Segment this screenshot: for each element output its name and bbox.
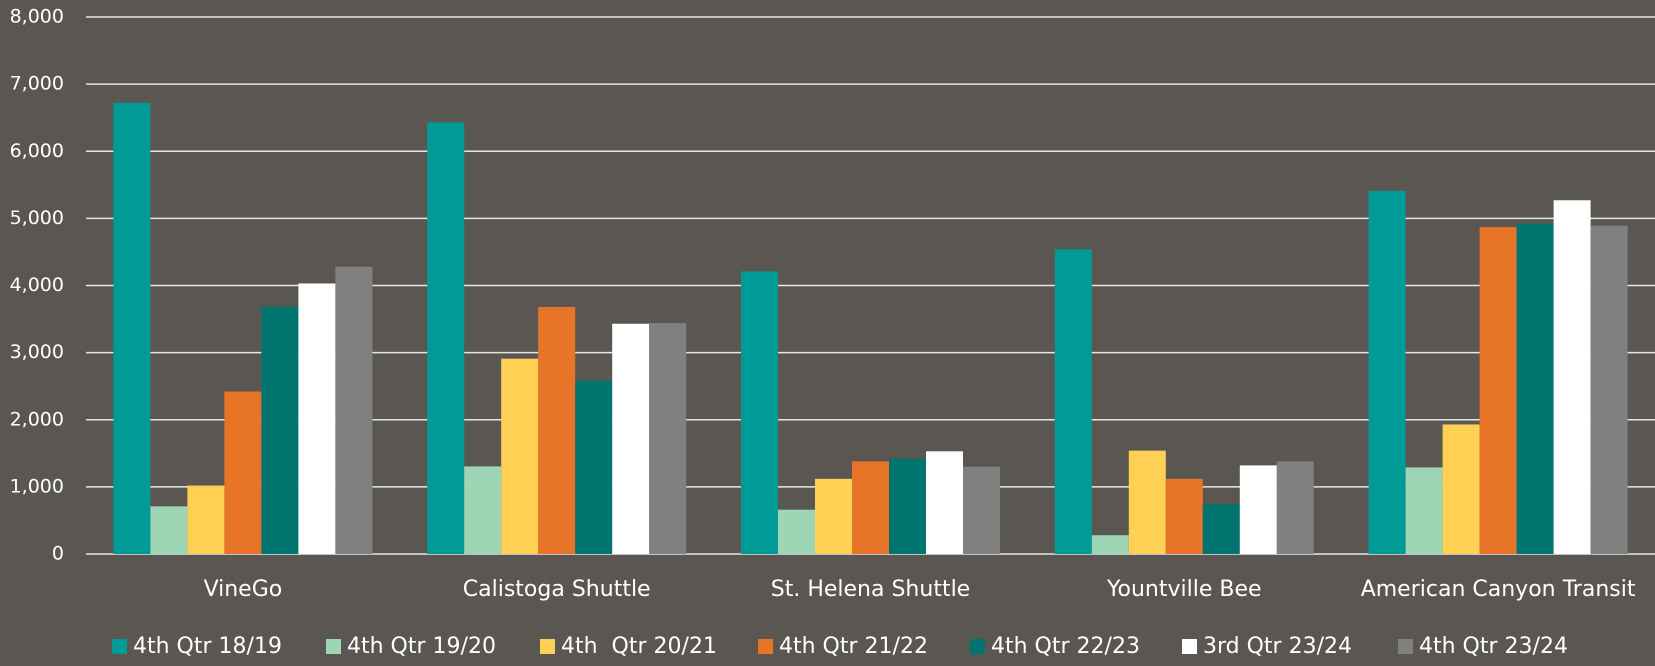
legend-swatch — [1182, 639, 1197, 654]
bar — [1590, 225, 1628, 555]
bar — [261, 306, 299, 554]
bar — [150, 506, 188, 554]
bar — [778, 509, 815, 554]
legend-label: 4th Qtr 22/23 — [991, 634, 1140, 659]
bar — [224, 391, 262, 554]
legend-swatch — [970, 639, 985, 654]
bar — [1553, 200, 1591, 554]
legend-label: 4th Qtr 18/19 — [133, 634, 282, 659]
legend-label: 4th Qtr 20/21 — [561, 634, 717, 659]
legend-swatch — [1398, 639, 1413, 654]
bar — [889, 458, 926, 554]
legend-label: 4th Qtr 19/20 — [347, 634, 496, 659]
bar — [501, 358, 539, 554]
y-tick-label: 8,000 — [10, 6, 64, 28]
bar — [852, 461, 889, 554]
bar — [575, 380, 613, 554]
y-tick-label: 3,000 — [10, 341, 64, 363]
y-tick-label: 2,000 — [10, 408, 64, 430]
x-tick-label: American Canyon Transit — [1361, 577, 1636, 602]
bar — [335, 266, 373, 554]
x-tick-label: Calistoga Shuttle — [463, 577, 651, 602]
legend-swatch — [112, 639, 127, 654]
x-tick-label: St. Helena Shuttle — [771, 577, 970, 602]
bar — [649, 323, 687, 554]
y-tick-label: 0 — [52, 543, 64, 565]
y-tick-label: 5,000 — [10, 207, 64, 229]
y-tick-label: 6,000 — [10, 140, 64, 162]
bar — [1405, 467, 1443, 554]
x-tick-label: VineGo — [204, 577, 283, 602]
bar — [815, 478, 852, 554]
bar — [298, 283, 336, 554]
y-tick-label: 1,000 — [10, 475, 64, 497]
bar — [926, 451, 963, 554]
bar — [612, 323, 650, 554]
bar — [1239, 465, 1277, 554]
bar — [1091, 535, 1129, 554]
bar — [1165, 478, 1203, 554]
bar — [1054, 249, 1092, 554]
bar — [1442, 424, 1480, 554]
legend-label: 4th Qtr 21/22 — [779, 634, 928, 659]
legend-swatch — [326, 639, 341, 654]
bar — [538, 306, 576, 554]
bar — [1128, 450, 1166, 554]
legend-swatch — [758, 639, 773, 654]
legend-swatch — [540, 639, 555, 654]
x-tick-label: Yountville Bee — [1106, 577, 1262, 602]
bar — [113, 102, 151, 555]
bar — [1479, 227, 1517, 554]
bar — [1516, 223, 1554, 554]
y-tick-label: 4,000 — [10, 274, 64, 296]
bar — [741, 271, 778, 554]
bar — [464, 466, 502, 554]
legend-label: 3rd Qtr 23/24 — [1203, 634, 1352, 659]
bar — [963, 466, 1000, 554]
y-tick-label: 7,000 — [10, 73, 64, 95]
bar — [427, 122, 465, 554]
bar — [187, 485, 225, 554]
bar — [1276, 461, 1314, 554]
legend-label: 4th Qtr 23/24 — [1419, 634, 1568, 659]
bar — [1368, 190, 1406, 554]
bar — [1202, 504, 1240, 554]
